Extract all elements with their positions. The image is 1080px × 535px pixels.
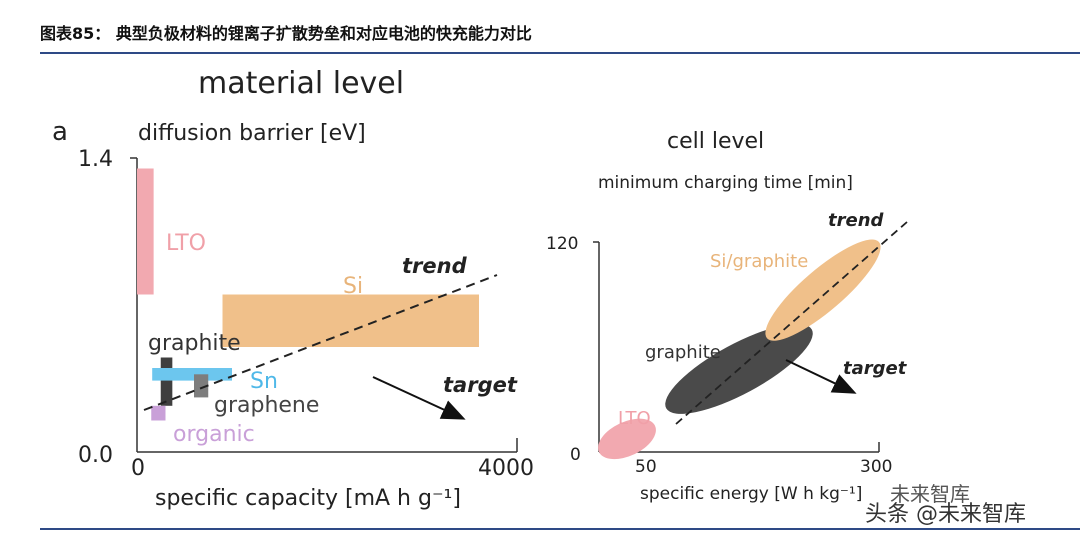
cell-level-panel: cell level minimum charging time [min] 1… <box>546 129 908 504</box>
panel-b-target-label: target <box>843 358 908 379</box>
panel-a-ylabel: diffusion barrier [eV] <box>138 121 366 146</box>
panel-a-target-arrow <box>372 376 466 420</box>
report-header: 图表85： 典型负极材料的锂离子扩散势垒和对应电池的快充能力对比 <box>0 0 1080 58</box>
label-si-graphite: Si/graphite <box>710 251 808 272</box>
material-level-panel: material level a diffusion barrier [eV] … <box>52 66 534 511</box>
header-divider <box>40 52 1080 54</box>
label-sn: Sn <box>250 369 278 394</box>
label-si: Si <box>343 274 363 299</box>
bar-lto <box>137 168 154 295</box>
footer-divider <box>40 528 1080 530</box>
panel-a-target-label: target <box>443 373 518 397</box>
label-lto-cell: LTO <box>618 408 651 429</box>
region-lto <box>598 418 656 460</box>
panel-b-xtick-label-left: 50 <box>635 457 657 477</box>
bar-graphene <box>194 374 209 398</box>
panel-a-ytick-label-top: 1.4 <box>78 147 113 172</box>
panel-a-trend-label: trend <box>402 254 468 278</box>
panel-a-material-bars <box>137 168 479 421</box>
panel-b-xlabel: specific energy [W h kg⁻¹] <box>640 484 862 504</box>
watermark-top: 未来智库 <box>890 482 970 506</box>
panel-a-trend-line <box>143 274 498 411</box>
panel-a-ytick-label-bottom: 0.0 <box>78 443 113 468</box>
label-graphite-cell: graphite <box>645 342 721 363</box>
panel-b-trend-label: trend <box>828 210 885 231</box>
bar-si <box>222 294 479 347</box>
watermark-bottom: 头条 @未来智库 <box>865 502 1026 527</box>
panel-b-ylabel: minimum charging time [min] <box>598 173 853 193</box>
label-graphite: graphite <box>148 331 241 356</box>
label-organic: organic <box>173 422 255 447</box>
panel-b-target-arrow <box>785 359 857 394</box>
panel-b-ytick-label-top: 120 <box>546 234 578 254</box>
panel-a-letter: a <box>52 117 68 147</box>
panel-a-xlabel: specific capacity [mA h g⁻¹] <box>155 486 461 511</box>
panel-b-xtick-label-right: 300 <box>860 457 892 477</box>
panel-b-ytick-label-bottom: 0 <box>570 445 581 465</box>
region-si-graphite <box>765 239 881 341</box>
panel-a-xtick-label-left: 0 <box>131 456 145 481</box>
panel-a-xtick-label-right: 4000 <box>478 456 534 481</box>
bar-organic <box>151 405 166 421</box>
figure-title: 图表85： 典型负极材料的锂离子扩散势垒和对应电池的快充能力对比 <box>40 24 532 43</box>
panel-a-title: material level <box>198 66 404 101</box>
label-lto: LTO <box>166 231 206 256</box>
panel-b-title: cell level <box>667 129 764 154</box>
bar-graphite <box>160 357 173 406</box>
label-graphene: graphene <box>214 393 319 418</box>
bar-sn <box>152 368 232 381</box>
